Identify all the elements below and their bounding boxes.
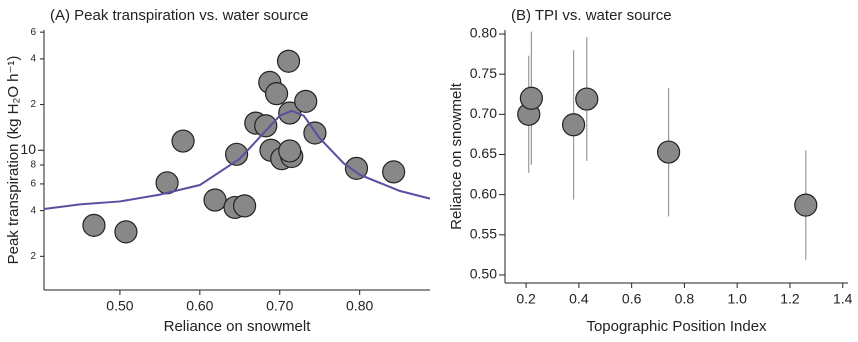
chart-title: (B) TPI vs. water source — [511, 7, 672, 24]
y-tick-label: 6 — [30, 179, 36, 190]
x-tick-label: 0.80 — [346, 298, 373, 314]
point — [344, 156, 369, 180]
point — [656, 140, 681, 164]
y-tick-label: 0.70 — [470, 105, 497, 121]
point — [225, 142, 249, 166]
y-tick-label: 6 — [30, 27, 36, 38]
y-tick-label: 0.55 — [470, 226, 497, 242]
x-axis-title: Topographic Position Index — [586, 318, 767, 335]
x-tick-label: 1.0 — [727, 291, 747, 307]
x-axis-title: Reliance on snowmelt — [164, 318, 312, 335]
x-tick-label: 0.2 — [516, 291, 536, 307]
y-tick-label: 0.50 — [470, 266, 497, 282]
y-axis-title: Reliance on snowmelt — [448, 82, 465, 230]
point — [278, 101, 302, 125]
y-tick-label: 0.65 — [470, 145, 497, 161]
x-tick-label: 1.2 — [780, 291, 800, 307]
point — [203, 188, 227, 212]
y-tick-label: 0.75 — [470, 65, 497, 81]
point — [82, 213, 106, 237]
point — [294, 89, 318, 113]
point — [276, 49, 301, 73]
y-tick-label: 2 — [30, 251, 36, 262]
x-tick-label: 0.6 — [622, 291, 642, 307]
point — [171, 129, 195, 153]
y-tick-label: 4 — [30, 205, 36, 216]
point — [575, 87, 599, 111]
point — [382, 160, 406, 184]
panel: (B) TPI vs. water source Topographic Posi… — [448, 7, 853, 335]
y-tick-label: 10 — [20, 141, 36, 157]
x-tick-label: 0.4 — [569, 291, 589, 307]
point — [519, 86, 543, 110]
x-tick-label: 1.4 — [833, 291, 853, 307]
panel: (A) Peak transpiration vs. water source R… — [5, 7, 431, 335]
point — [794, 193, 818, 217]
x-tick-label: 0.50 — [106, 298, 133, 314]
y-tick-label: 4 — [30, 54, 36, 65]
fit-curve — [43, 109, 431, 211]
y-tick-label: 0.80 — [470, 25, 497, 41]
y-tick-label: 8 — [30, 160, 36, 171]
x-tick-label: 0.8 — [675, 291, 695, 307]
x-tick-label: 0.60 — [186, 298, 213, 314]
chart-title: (A) Peak transpiration vs. water source — [50, 7, 308, 24]
point — [264, 82, 289, 106]
point — [254, 114, 278, 138]
point — [561, 113, 586, 137]
y-tick-label: 2 — [30, 99, 36, 110]
y-tick-label: 0.60 — [470, 185, 497, 201]
point — [278, 139, 302, 163]
x-tick-label: 0.70 — [266, 298, 293, 314]
point — [114, 220, 138, 244]
point — [232, 194, 257, 218]
y-axis-title: Peak transpiration (kg H₂O h⁻¹) — [5, 56, 22, 265]
